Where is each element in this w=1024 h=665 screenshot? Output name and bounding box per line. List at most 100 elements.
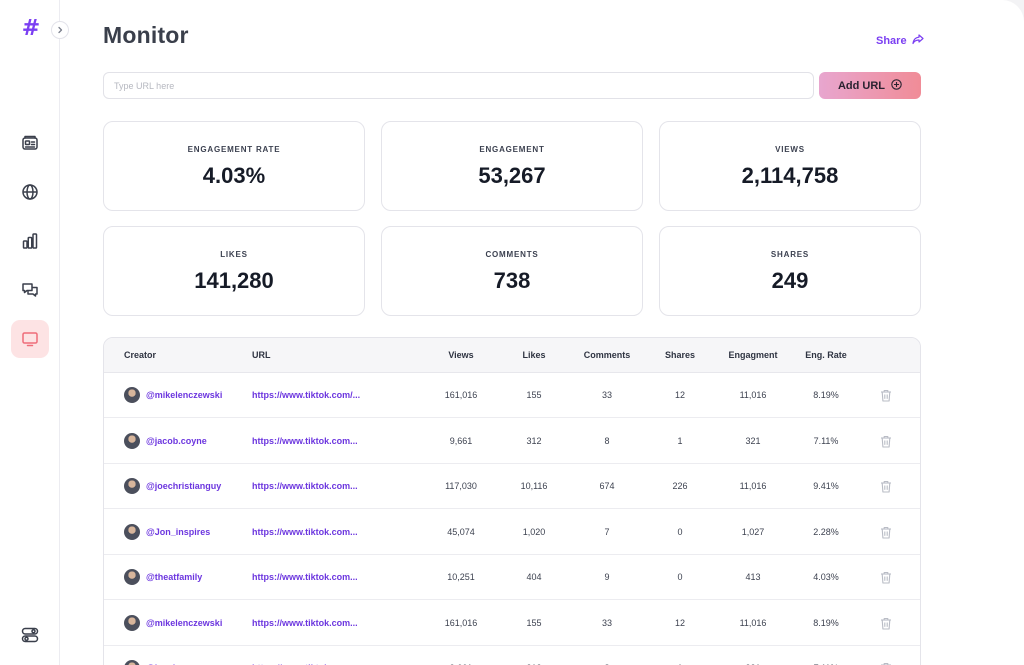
creator-link[interactable]: @mikelenczewski (124, 387, 222, 403)
stat-label: ENGAGEMENT (479, 145, 545, 154)
cell-engagement: 413 (745, 572, 761, 582)
trash-icon[interactable] (880, 480, 892, 493)
hashtag-logo[interactable]: # (21, 16, 41, 41)
trash-icon[interactable] (880, 571, 892, 584)
stat-label: ENGAGEMENT RATE (187, 145, 281, 154)
stat-card-shares: SHARES 249 (659, 226, 921, 316)
post-url-link[interactable]: https://www.tiktok.com... (252, 572, 358, 582)
trash-icon[interactable] (880, 435, 892, 448)
page-title: Monitor (103, 22, 189, 48)
cell-rate: 4.03% (813, 572, 839, 582)
table-row: @jacob.coyne https://www.tiktok.com... 9,6… (104, 419, 920, 464)
share-label: Share (876, 35, 907, 47)
cell-views: 45,074 (447, 526, 475, 537)
column-header-comments[interactable]: Comments (583, 350, 631, 360)
cell-engagement: 1,027 (741, 526, 765, 537)
column-header-views[interactable]: Views (448, 350, 474, 360)
creator-link[interactable]: @jacob.coyne (124, 660, 207, 665)
stat-value: 4.03% (202, 163, 266, 188)
cell-shares: 12 (674, 390, 685, 400)
chat-bubbles-icon (21, 281, 39, 299)
trash-icon[interactable] (880, 389, 892, 402)
cell-views: 161,016 (444, 390, 478, 400)
globe-icon (21, 183, 39, 201)
toggles-icon (21, 626, 39, 644)
share-button[interactable]: Share (876, 34, 924, 48)
cell-engagement: 11,016 (739, 390, 767, 400)
cell-likes: 1,020 (522, 526, 546, 537)
stat-label: LIKES (220, 250, 248, 259)
column-header-url[interactable]: URL (252, 350, 271, 360)
creator-handle: @mikelenczewski (146, 390, 223, 400)
monitor-icon (21, 330, 39, 348)
cell-likes: 155 (526, 617, 542, 628)
table-row: @jacob.coyne https://www.tiktok.com... 9,6… (104, 646, 920, 665)
cell-engagement: 11,016 (739, 617, 767, 628)
post-url-link[interactable]: https://www.tiktok.com/... (252, 390, 361, 400)
trash-icon[interactable] (880, 617, 892, 630)
avatar (124, 614, 140, 631)
add-url-label: Add URL (837, 79, 886, 92)
trash-icon[interactable] (880, 662, 892, 665)
stat-label: COMMENTS (485, 250, 539, 259)
cell-likes: 312 (526, 435, 542, 446)
post-url-link[interactable]: https://www.tiktok.com... (252, 481, 358, 491)
avatar (124, 387, 140, 403)
cell-views: 161,016 (444, 617, 478, 628)
url-input[interactable] (103, 72, 814, 99)
post-url-link[interactable]: https://www.tiktok.com... (252, 617, 358, 628)
sidebar-item-messages[interactable] (11, 271, 49, 309)
sidebar-item-explore[interactable] (11, 173, 49, 211)
cell-rate: 8.19% (813, 617, 839, 628)
creator-link[interactable]: @Jon_inspires (124, 523, 210, 540)
cell-likes: 312 (504, 646, 564, 665)
sidebar-item-monitor[interactable] (11, 320, 49, 358)
column-header-creator[interactable]: Creator (124, 350, 157, 360)
cell-rate: 8.19% (813, 390, 839, 400)
cell-shares: 226 (672, 481, 688, 491)
creator-link[interactable]: @theatfamily (124, 569, 202, 585)
sidebar-collapse-button[interactable] (51, 21, 69, 39)
column-header-likes[interactable]: Likes (522, 350, 546, 360)
stat-card-likes: LIKES 141,280 (103, 226, 365, 316)
posts-table: Creator URL Views Likes Comments Shares … (103, 337, 921, 665)
cell-views: 117,030 (445, 481, 477, 491)
stat-value: 141,280 (194, 268, 274, 293)
column-header-eng-rate[interactable]: Eng. Rate (805, 350, 847, 360)
cell-rate: 2.28% (813, 526, 839, 537)
cell-likes: 10,116 (520, 481, 548, 491)
avatar (124, 478, 140, 494)
creator-handle: @joechristianguy (146, 481, 222, 491)
cell-comments: 33 (601, 617, 612, 628)
cell-rate: 9.41% (813, 481, 839, 491)
sidebar: # (0, 0, 60, 665)
creator-link[interactable]: @jacob.coyne (124, 432, 207, 449)
cell-rate: 7.11% (813, 435, 839, 446)
column-header-engagement[interactable]: Engagment (728, 350, 778, 360)
avatar (124, 569, 140, 585)
add-url-button[interactable]: Add URL (819, 72, 921, 99)
bar-chart-icon (21, 232, 39, 250)
stat-value: 53,267 (478, 163, 546, 188)
cell-shares: 1 (677, 435, 683, 446)
trash-icon[interactable] (880, 526, 892, 539)
creator-handle: @mikelenczewski (146, 617, 223, 628)
sidebar-item-settings[interactable] (11, 616, 49, 654)
sidebar-item-feed[interactable] (11, 124, 49, 162)
avatar (124, 660, 140, 665)
creator-link[interactable]: @mikelenczewski (124, 614, 223, 631)
sidebar-item-analytics[interactable] (11, 222, 49, 260)
stat-card-engagement: ENGAGEMENT 53,267 (381, 121, 643, 211)
post-url-link[interactable]: https://www.tiktok.com... (252, 435, 358, 446)
cell-comments: 8 (604, 435, 610, 446)
cell-shares: 0 (677, 572, 683, 582)
creator-handle: @theatfamily (146, 572, 203, 582)
post-url-link[interactable]: https://www.tiktok.com... (252, 646, 358, 665)
post-url-link[interactable]: https://www.tiktok.com... (252, 526, 358, 537)
cell-likes: 155 (526, 390, 542, 400)
cell-views: 10,251 (447, 572, 475, 582)
cell-comments: 7 (604, 526, 610, 537)
creator-handle: @jacob.coyne (146, 435, 207, 446)
column-header-shares[interactable]: Shares (664, 350, 696, 360)
creator-link[interactable]: @joechristianguy (124, 478, 221, 494)
